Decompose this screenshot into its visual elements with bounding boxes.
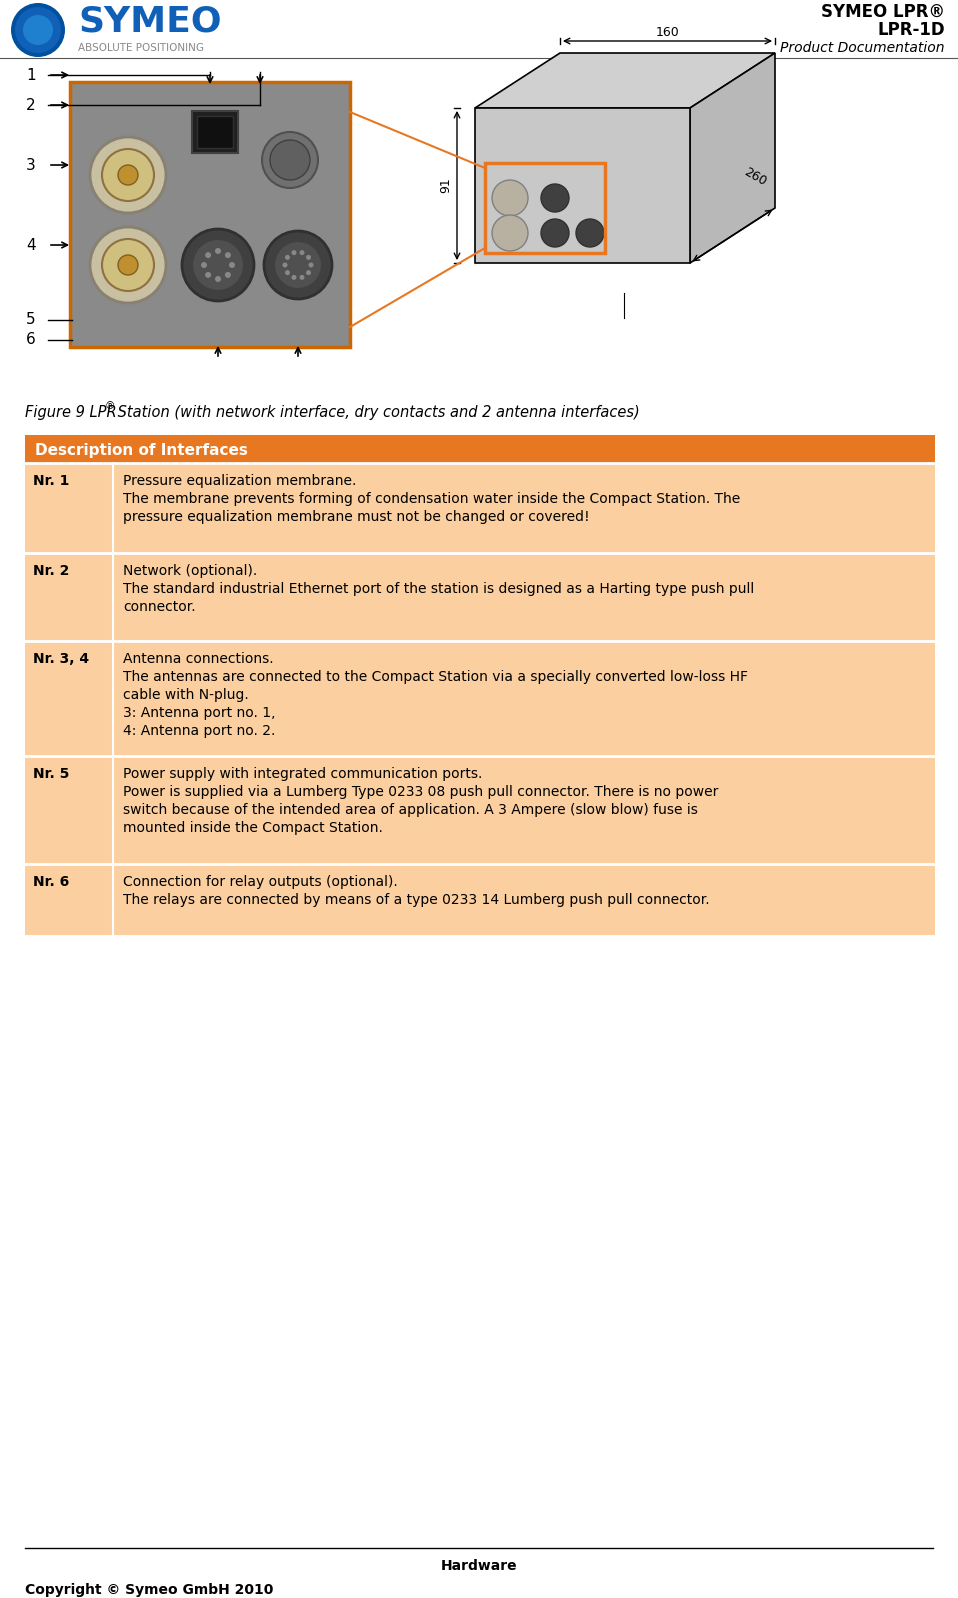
Circle shape — [205, 272, 211, 278]
Polygon shape — [690, 53, 775, 264]
Ellipse shape — [11, 3, 65, 58]
Text: Connection for relay outputs (optional).: Connection for relay outputs (optional). — [123, 876, 398, 888]
Text: 6: 6 — [26, 332, 36, 347]
Circle shape — [274, 241, 322, 289]
Text: The antennas are connected to the Compact Station via a specially converted low-: The antennas are connected to the Compac… — [123, 670, 748, 684]
Text: The standard industrial Ethernet port of the station is designed as a Harting ty: The standard industrial Ethernet port of… — [123, 582, 754, 596]
Bar — [25, 641, 935, 756]
Circle shape — [90, 137, 166, 213]
Text: Figure 9 LPR: Figure 9 LPR — [25, 404, 117, 420]
Circle shape — [118, 165, 138, 185]
Circle shape — [541, 219, 569, 248]
Text: The membrane prevents forming of condensation water inside the Compact Station. : The membrane prevents forming of condens… — [123, 492, 741, 507]
Circle shape — [270, 141, 310, 181]
Text: 160: 160 — [655, 27, 679, 40]
Text: Hardware: Hardware — [441, 1560, 517, 1572]
Polygon shape — [475, 53, 775, 109]
Text: 5: 5 — [27, 313, 36, 328]
Circle shape — [215, 248, 221, 254]
Circle shape — [308, 262, 313, 267]
Text: Product Documentation: Product Documentation — [781, 42, 945, 54]
Bar — [70, 81, 350, 347]
Text: 3: 3 — [26, 158, 36, 173]
Text: 2: 2 — [27, 97, 36, 112]
Bar — [192, 110, 238, 153]
Bar — [25, 553, 935, 641]
Circle shape — [102, 240, 154, 291]
Text: Nr. 6: Nr. 6 — [33, 876, 69, 888]
Circle shape — [102, 149, 154, 201]
Text: Nr. 2: Nr. 2 — [33, 564, 69, 578]
Text: Nr. 1: Nr. 1 — [33, 475, 69, 487]
Text: switch because of the intended area of application. A 3 Ampere (slow blow) fuse : switch because of the intended area of a… — [123, 804, 697, 817]
Circle shape — [90, 227, 166, 304]
Text: mounted inside the Compact Station.: mounted inside the Compact Station. — [123, 821, 383, 836]
Circle shape — [262, 133, 318, 189]
Circle shape — [300, 251, 305, 256]
Circle shape — [291, 275, 296, 280]
Ellipse shape — [15, 6, 61, 53]
Text: 260: 260 — [742, 166, 769, 189]
Circle shape — [576, 219, 604, 248]
Text: Antenna connections.: Antenna connections. — [123, 652, 274, 666]
Circle shape — [229, 262, 235, 268]
Text: ®: ® — [105, 401, 115, 411]
Circle shape — [215, 276, 221, 281]
Text: Pressure equalization membrane.: Pressure equalization membrane. — [123, 475, 356, 487]
Circle shape — [285, 270, 290, 275]
Text: cable with N-plug.: cable with N-plug. — [123, 689, 249, 702]
Circle shape — [264, 232, 332, 299]
Text: 4: 4 — [27, 238, 36, 252]
Text: 4: Antenna port no. 2.: 4: Antenna port no. 2. — [123, 724, 275, 738]
Circle shape — [192, 240, 244, 291]
Circle shape — [300, 275, 305, 280]
Text: connector.: connector. — [123, 599, 195, 614]
Text: Description of Interfaces: Description of Interfaces — [35, 443, 248, 457]
Bar — [25, 463, 935, 553]
Text: ABSOLUTE POSITIONING: ABSOLUTE POSITIONING — [78, 43, 204, 53]
Circle shape — [492, 216, 528, 251]
Circle shape — [201, 262, 207, 268]
Circle shape — [225, 272, 231, 278]
Circle shape — [306, 254, 311, 260]
Bar — [475, 109, 690, 264]
Circle shape — [182, 229, 254, 300]
Text: Copyright © Symeo GmbH 2010: Copyright © Symeo GmbH 2010 — [25, 1584, 273, 1596]
Circle shape — [291, 251, 296, 256]
Text: SYMEO: SYMEO — [78, 5, 221, 38]
Text: LPR-1D: LPR-1D — [878, 21, 945, 38]
Circle shape — [306, 270, 311, 275]
Bar — [25, 756, 935, 865]
Circle shape — [118, 256, 138, 275]
Text: Nr. 5: Nr. 5 — [33, 767, 69, 781]
Circle shape — [285, 254, 290, 260]
Bar — [485, 163, 605, 252]
Bar — [25, 435, 935, 463]
Text: Network (optional).: Network (optional). — [123, 564, 258, 578]
Ellipse shape — [23, 14, 53, 45]
Text: The relays are connected by means of a type 0233 14 Lumberg push pull connector.: The relays are connected by means of a t… — [123, 893, 710, 908]
Text: 1: 1 — [27, 67, 36, 83]
Text: 3: Antenna port no. 1,: 3: Antenna port no. 1, — [123, 706, 276, 721]
Text: SYMEO LPR®: SYMEO LPR® — [821, 3, 945, 21]
Circle shape — [541, 184, 569, 213]
Text: Power is supplied via a Lumberg Type 0233 08 push pull connector. There is no po: Power is supplied via a Lumberg Type 023… — [123, 785, 718, 799]
Text: Nr. 3, 4: Nr. 3, 4 — [33, 652, 89, 666]
Text: Station (with network interface, dry contacts and 2 antenna interfaces): Station (with network interface, dry con… — [113, 404, 640, 420]
Text: pressure equalization membrane must not be changed or covered!: pressure equalization membrane must not … — [123, 510, 589, 524]
Circle shape — [283, 262, 287, 267]
Text: Power supply with integrated communication ports.: Power supply with integrated communicati… — [123, 767, 483, 781]
Text: 91: 91 — [439, 177, 452, 193]
Bar — [25, 865, 935, 936]
Circle shape — [205, 252, 211, 259]
Circle shape — [225, 252, 231, 259]
Circle shape — [492, 181, 528, 216]
Bar — [197, 117, 233, 149]
